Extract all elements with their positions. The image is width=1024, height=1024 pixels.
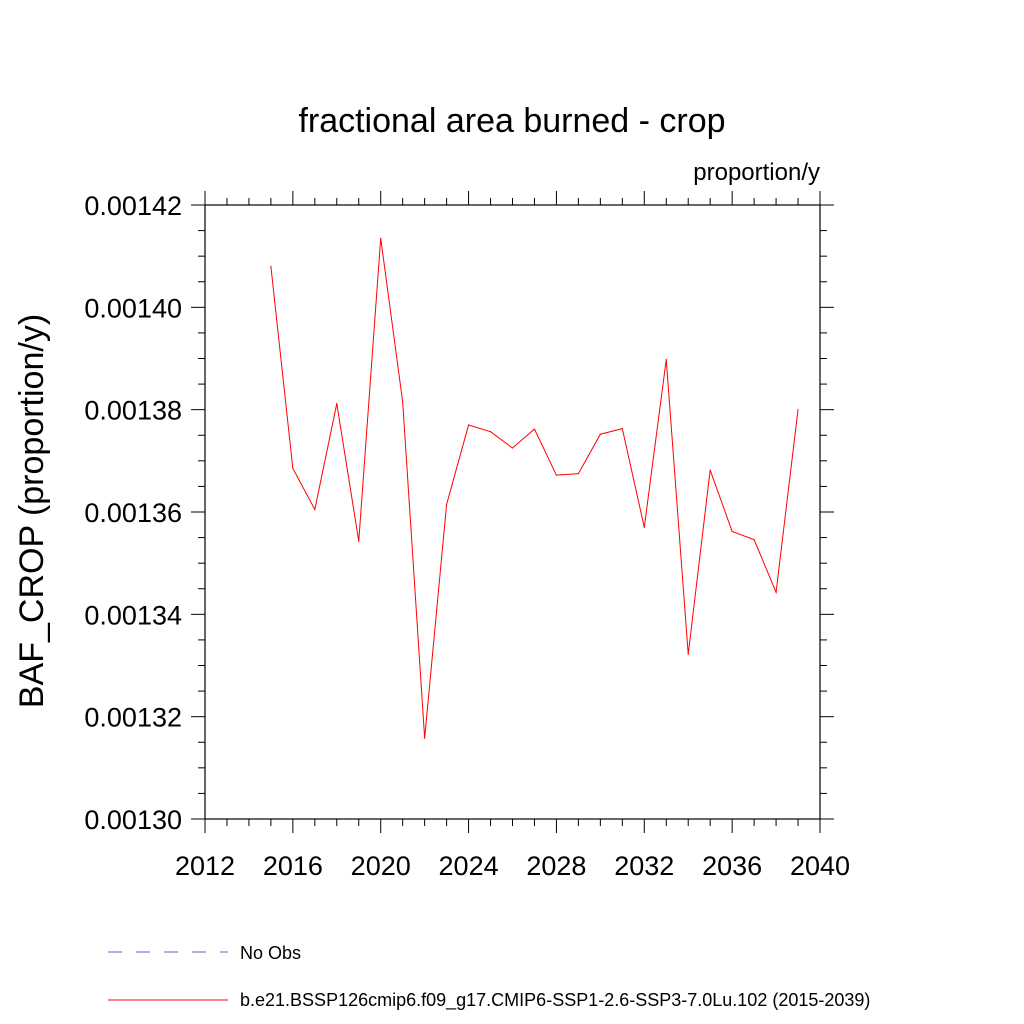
y-tick-label: 0.00138	[84, 396, 182, 426]
data-point	[577, 473, 579, 475]
data-point	[511, 447, 514, 449]
data-point	[380, 237, 382, 239]
y-tick-label: 0.00132	[84, 703, 182, 733]
y-tick-label: 0.00136	[84, 498, 182, 528]
series-line	[270, 238, 799, 739]
data-point	[292, 467, 294, 470]
x-tick-label: 2016	[263, 851, 323, 881]
legend-label-no-obs: No Obs	[240, 943, 301, 963]
data-point	[709, 469, 711, 471]
data-point	[270, 265, 272, 267]
data-point	[402, 401, 404, 403]
x-tick-label: 2032	[614, 851, 674, 881]
y-tick-label: 0.00142	[84, 191, 182, 221]
x-tick-label: 2040	[790, 851, 850, 881]
data-point	[687, 653, 689, 655]
chart-title: fractional area burned - crop	[298, 102, 725, 140]
data-point	[555, 474, 558, 476]
x-tick-label: 2012	[175, 851, 235, 881]
y-tick-label: 0.00140	[84, 293, 182, 323]
x-tick-label: 2024	[439, 851, 499, 881]
x-tick-label: 2036	[702, 851, 762, 881]
x-tick-label: 2020	[351, 851, 411, 881]
data-point	[775, 591, 777, 593]
data-point	[797, 409, 799, 411]
legend: No Obs b.e21.BSSP126cmip6.f09_g17.CMIP6-…	[108, 943, 870, 1011]
data-point	[533, 428, 536, 430]
y-axis-title: BAF_CROP (proportion/y)	[13, 314, 51, 708]
data-point	[621, 427, 623, 430]
data-point	[424, 737, 426, 739]
data-point	[336, 402, 338, 405]
plot-frame	[204, 204, 821, 820]
axis-ticks	[191, 191, 834, 833]
data-point	[467, 424, 470, 426]
data-point	[599, 433, 601, 435]
data-point	[446, 503, 448, 505]
y-tick-label: 0.00134	[84, 600, 182, 630]
data-point	[753, 539, 755, 541]
data-point	[358, 540, 360, 542]
data-point	[489, 431, 492, 433]
data-point	[314, 508, 316, 511]
y-tick-label: 0.00130	[84, 805, 182, 835]
data-point	[731, 530, 733, 533]
legend-label-series: b.e21.BSSP126cmip6.f09_g17.CMIP6-SSP1-2.…	[240, 990, 870, 1011]
x-tick-label: 2028	[526, 851, 586, 881]
units-label: proportion/y	[693, 159, 820, 186]
data-point	[643, 526, 645, 528]
tick-labels: 2012 2016 2020 2024 2028 2032 2036 2040 0.00130 0…	[84, 191, 850, 881]
series-layer	[270, 237, 799, 739]
data-point	[665, 358, 667, 361]
